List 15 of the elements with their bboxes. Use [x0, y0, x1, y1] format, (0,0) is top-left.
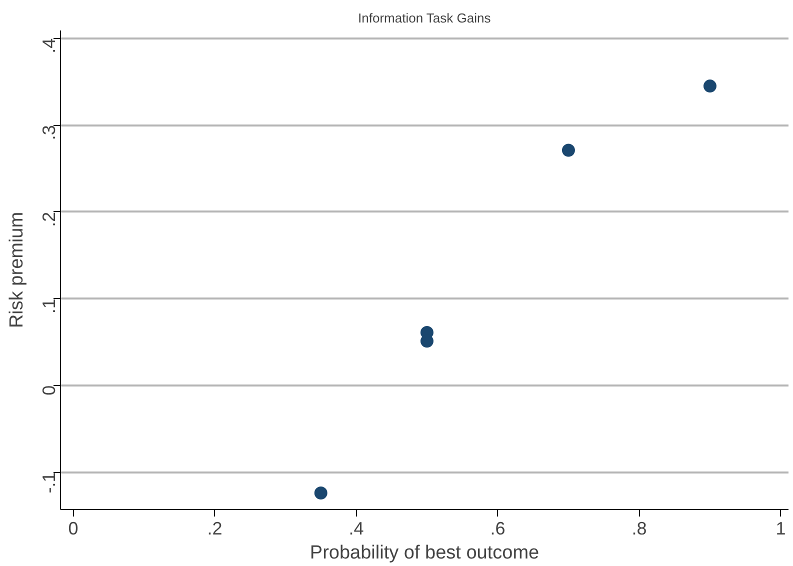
x-tick-label: .4 [348, 518, 364, 538]
chart-title: Information Task Gains [358, 10, 492, 26]
y-tick-label: .2 [39, 212, 59, 227]
y-tick-label: .3 [39, 125, 59, 140]
x-tick-label: .8 [632, 518, 647, 538]
x-tick-label: 1 [776, 518, 786, 538]
y-tick-label: -.1 [39, 472, 59, 494]
y-tick-label: .1 [39, 298, 59, 314]
x-tick-label: 0 [68, 518, 78, 538]
y-tick-label: 0 [39, 385, 59, 396]
x-tick-label: .6 [490, 518, 506, 538]
x-tick-label: .2 [207, 518, 222, 538]
x-axis-title: Probability of best outcome [310, 542, 540, 564]
y-tick-label: .4 [39, 38, 59, 54]
y-axis-title: Risk premium [6, 212, 28, 328]
